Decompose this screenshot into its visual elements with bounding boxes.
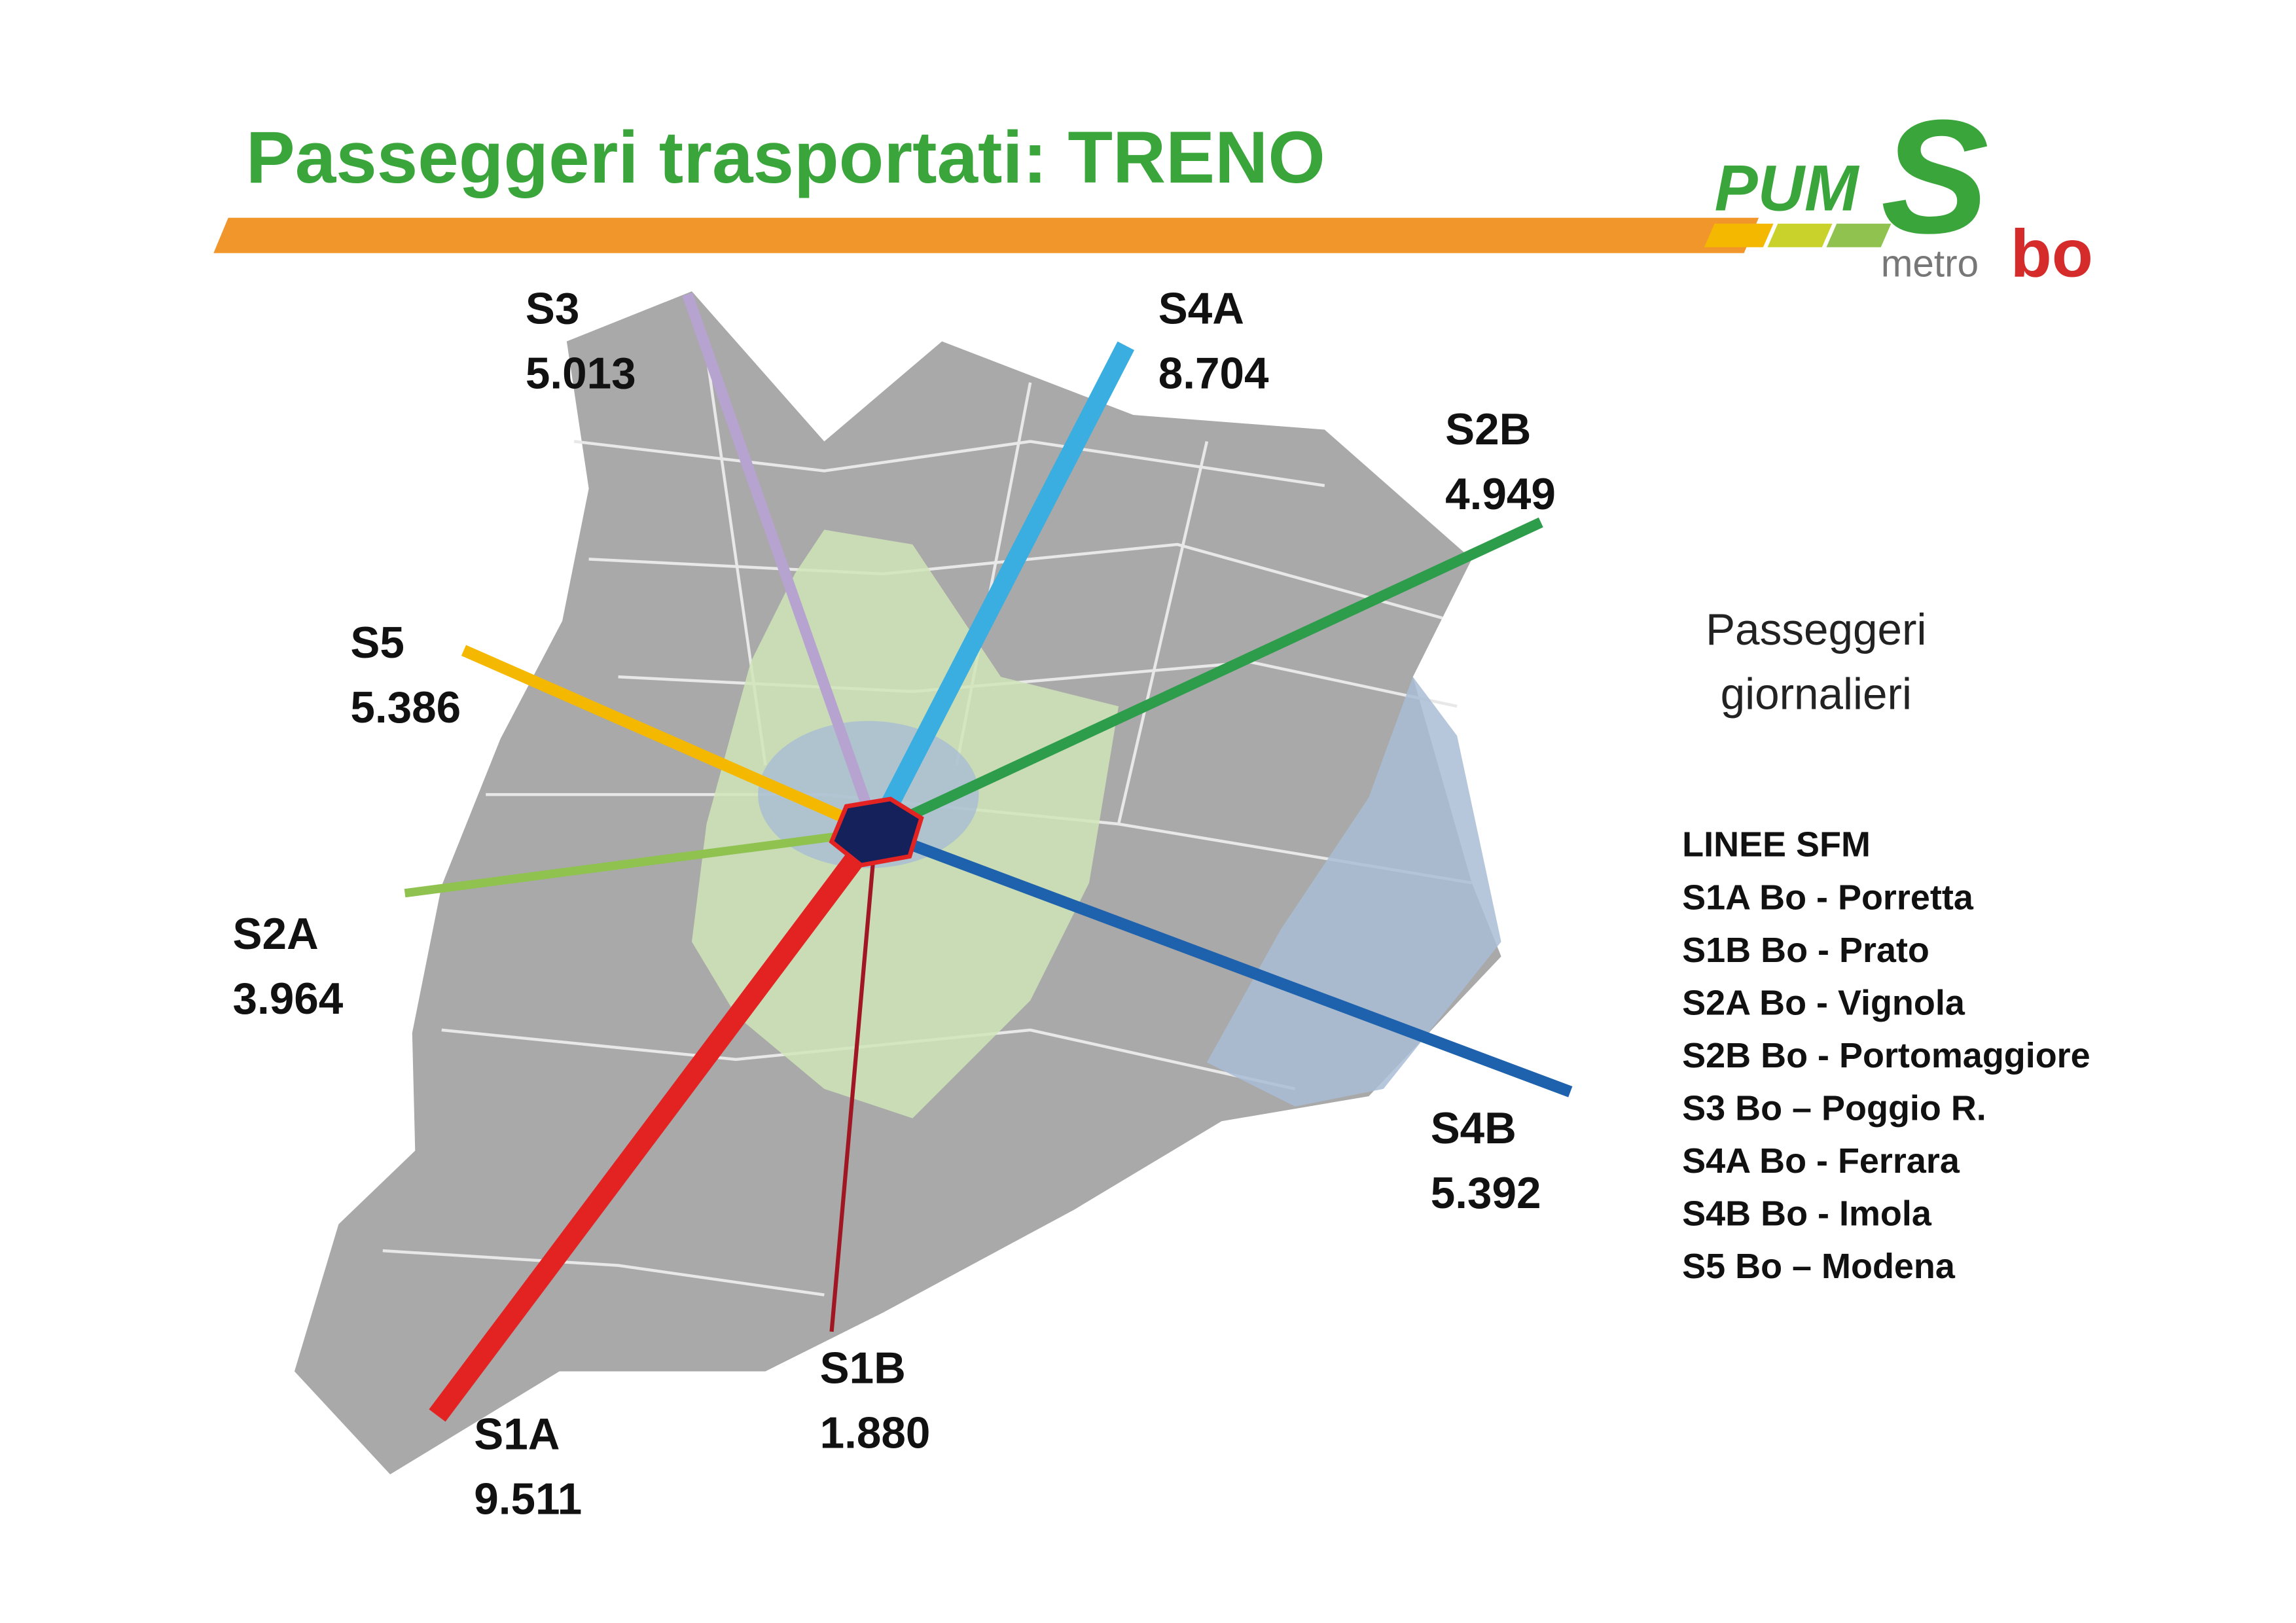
spokes — [404, 292, 1573, 1422]
legend-item: S5 Bo – Modena — [1682, 1247, 1956, 1286]
line-name: S2B — [1445, 405, 1531, 454]
spoke — [873, 517, 1543, 836]
line-passengers: 1.880 — [820, 1408, 931, 1457]
line-name: S4A — [1158, 285, 1244, 334]
spoke — [867, 341, 1135, 836]
spoke — [873, 826, 1573, 1097]
title: Passeggeri trasportati: TRENO — [246, 116, 1325, 198]
logo-pum: PUM — [1715, 152, 1860, 224]
line-passengers: 5.013 — [526, 349, 636, 399]
logo-metro: metro — [1881, 243, 1979, 285]
line-name: S5 — [350, 618, 404, 668]
line-passengers: 3.964 — [232, 974, 343, 1024]
title-stripe — [213, 217, 1759, 253]
bologna-hub — [829, 796, 924, 868]
logo-bo: bo — [2011, 215, 2093, 291]
legend-item: S2A Bo - Vignola — [1682, 984, 1965, 1023]
spoke — [829, 831, 878, 1332]
legend-item: S2B Bo - Portomaggiore — [1682, 1036, 2090, 1075]
spoke — [461, 645, 878, 837]
legend-item: S1B Bo - Prato — [1682, 931, 1929, 970]
legend-item: S4B Bo - Imola — [1682, 1194, 1932, 1233]
legend-item: S1A Bo - Porretta — [1682, 878, 1974, 918]
line-name: S1A — [474, 1410, 560, 1459]
legend-item: S4A Bo - Ferrara — [1682, 1141, 1960, 1181]
line-name: S1B — [820, 1344, 906, 1393]
legend-caption: Passeggeri — [1706, 605, 1926, 654]
spoke — [404, 827, 876, 898]
imola-area — [1206, 677, 1501, 1107]
line-passengers: 8.704 — [1158, 349, 1269, 399]
spoke — [682, 292, 881, 834]
legend: Passeggeri giornalieri LINEE SFM S1A Bo - P… — [1682, 605, 2090, 1286]
logo-bar — [1704, 223, 1774, 247]
line-name: S2A — [232, 910, 318, 959]
logo-s: S — [1881, 86, 1989, 267]
spoke — [429, 825, 884, 1422]
legend-item: S3 Bo – Poggio R. — [1682, 1088, 1986, 1128]
spoke-labels: S3 5.013 S4A 8.704 S2B 4.949 S5 5.386 S2A 3.964 S1… — [232, 285, 1555, 1524]
line-passengers: 4.949 — [1445, 470, 1556, 519]
line-passengers: 5.386 — [350, 683, 461, 732]
legend-caption: giornalieri — [1721, 670, 1912, 719]
line-name: S3 — [526, 285, 580, 334]
legend-title: LINEE SFM — [1682, 825, 1871, 865]
logo-bar — [1826, 223, 1892, 247]
logo-bar — [1767, 223, 1833, 247]
line-passengers: 5.392 — [1431, 1169, 1541, 1218]
line-name: S4B — [1431, 1104, 1516, 1153]
line-passengers: 9.511 — [474, 1475, 582, 1524]
